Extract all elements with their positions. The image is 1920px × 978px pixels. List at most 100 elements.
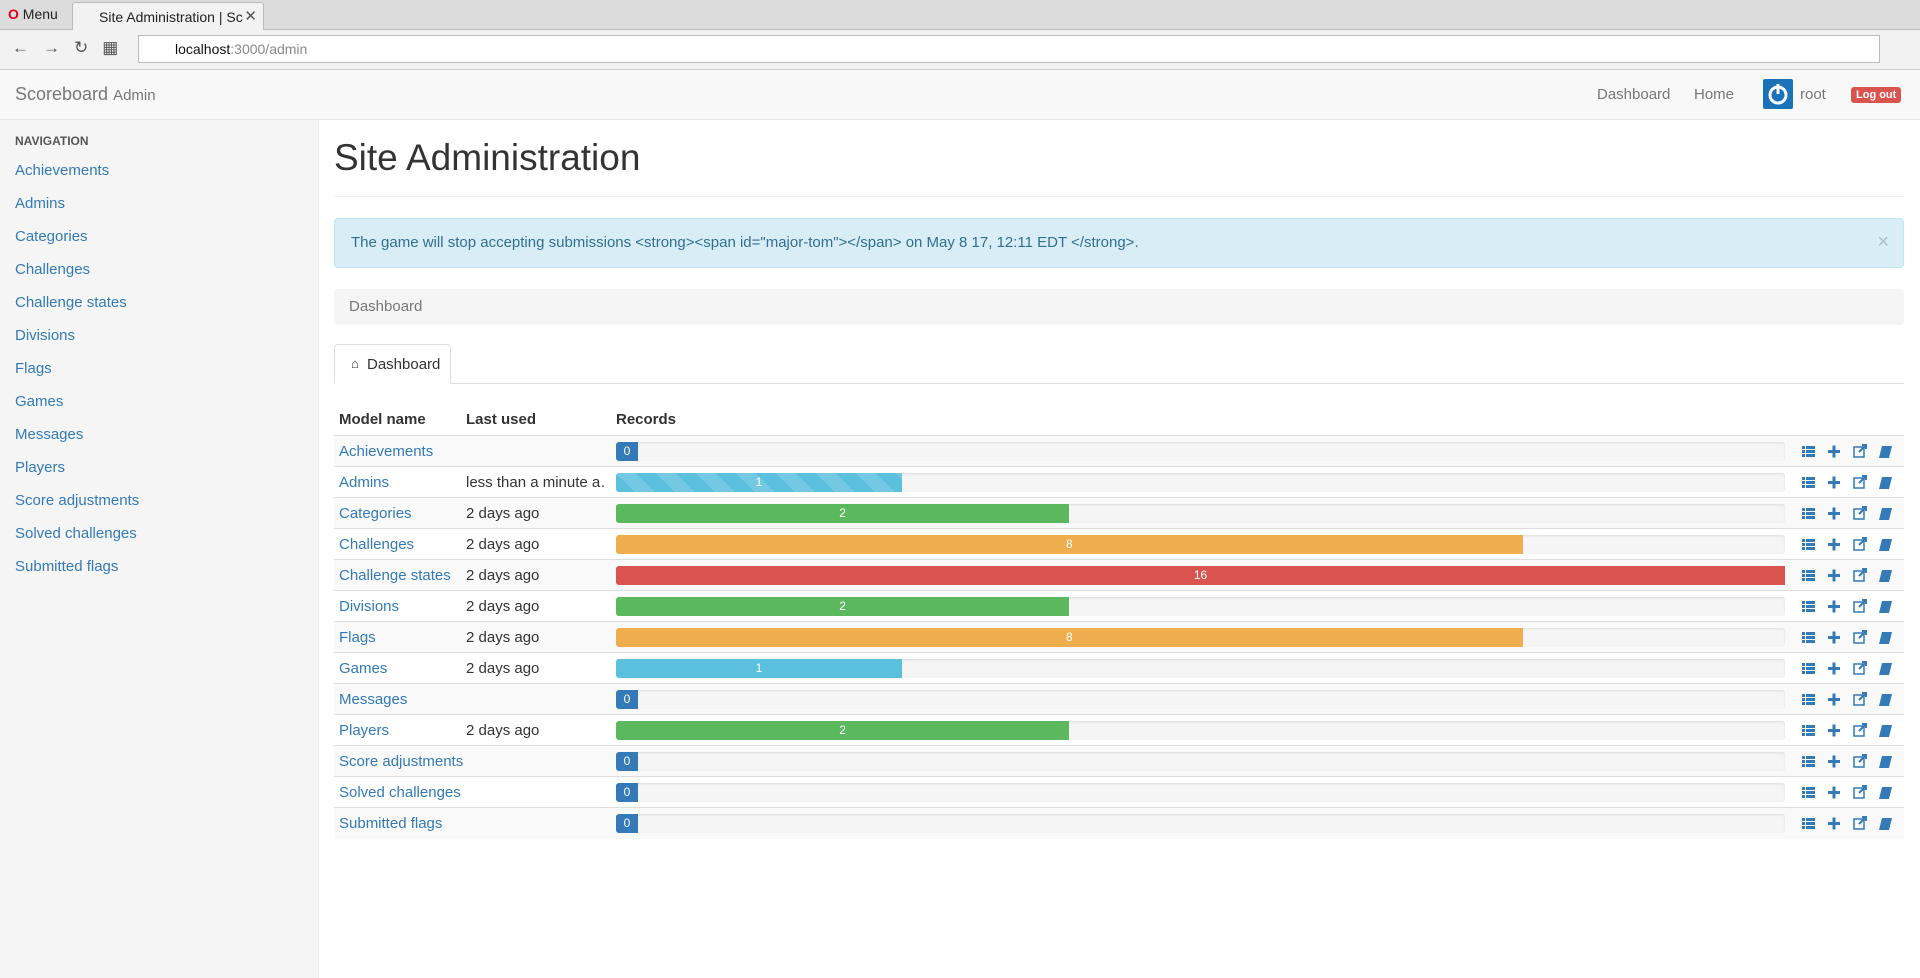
nav-buttons[interactable]: ←→↻▦ [12, 38, 133, 57]
table-row: Submitted flags 0 [334, 807, 1904, 839]
records-track: 2 [616, 597, 1785, 616]
table-row: Categories 2 days ago 2 [334, 497, 1904, 529]
model-link[interactable]: Achievements [339, 443, 434, 460]
nav-link[interactable]: Dashboard [1597, 86, 1671, 103]
model-link[interactable]: Players [339, 722, 390, 739]
records-track: 2 [616, 721, 1785, 740]
records-track: 16 [616, 566, 1785, 585]
model-link[interactable]: Flags [339, 629, 376, 646]
table-row: Messages 0 [334, 683, 1904, 715]
row-actions[interactable] [1798, 752, 1898, 772]
user-name[interactable]: root [1800, 86, 1826, 103]
records-track: 0 [616, 783, 1785, 802]
records-track: 0 [616, 814, 1785, 833]
url-field[interactable]: localhost:3000/admin [138, 35, 1880, 63]
sidebar-link[interactable]: Players [15, 459, 66, 476]
table-row: Challenge states 2 days ago 16 [334, 559, 1904, 591]
records-bar: 2 [616, 597, 1070, 616]
last-used: less than a minute a… [466, 474, 606, 491]
table-row: Achievements 0 [334, 435, 1904, 467]
sidebar-link[interactable]: Submitted flags [15, 558, 119, 575]
sidebar-link[interactable]: Solved challenges [15, 525, 137, 542]
sidebar-link[interactable]: Admins [15, 195, 66, 212]
tab[interactable]: Site Administration | Sc ✕ [72, 2, 264, 30]
page-title: Site Administration [334, 137, 641, 178]
sidebar-link[interactable]: Achievements [15, 162, 110, 179]
tab-label: Dashboard [367, 356, 441, 373]
row-actions[interactable] [1798, 721, 1898, 741]
records-bar: 1 [616, 473, 902, 492]
model-link[interactable]: Challenge states [339, 567, 451, 584]
alert-text: The game will stop accepting submissions… [351, 234, 1139, 251]
table-row: Score adjustments 0 [334, 745, 1904, 777]
menu-button[interactable]: O Menu [8, 6, 58, 22]
breadcrumb-item: Dashboard [349, 298, 423, 315]
row-actions[interactable] [1798, 566, 1898, 586]
row-actions[interactable] [1798, 628, 1898, 648]
records-bar: 0 [616, 442, 638, 461]
last-used: 2 days ago [466, 722, 540, 739]
last-used: 2 days ago [466, 567, 540, 584]
model-link[interactable]: Submitted flags [339, 815, 443, 832]
records-bar: 16 [616, 566, 1785, 585]
table-row: Admins less than a minute a… 1 [334, 466, 1904, 498]
table-row: Games 2 days ago 1 [334, 652, 1904, 684]
last-used: 2 days ago [466, 660, 540, 677]
menu-label: Menu [22, 6, 58, 22]
sidebar-link[interactable]: Challenges [15, 261, 91, 278]
column-header: Records [616, 411, 677, 428]
brand[interactable]: Scoreboard Admin [15, 84, 156, 105]
sidebar-link[interactable]: Messages [15, 426, 84, 443]
row-actions[interactable] [1798, 442, 1898, 462]
row-actions[interactable] [1798, 504, 1898, 524]
model-link[interactable]: Messages [339, 691, 408, 708]
nav-link[interactable]: Home [1694, 86, 1735, 103]
navbar [0, 70, 1920, 120]
records-track: 0 [616, 690, 1785, 709]
records-bar: 1 [616, 659, 902, 678]
logout-button[interactable]: Log out [1851, 87, 1902, 103]
records-track: 8 [616, 535, 1785, 554]
model-link[interactable]: Categories [339, 505, 412, 522]
url-path: :3000/admin [230, 41, 308, 57]
model-link[interactable]: Admins [339, 474, 390, 491]
model-link[interactable]: Solved challenges [339, 784, 461, 801]
sidebar-link[interactable]: Games [15, 393, 64, 410]
alert: The game will stop accepting submissions… [334, 218, 1904, 268]
brand-sub: Admin [113, 87, 156, 104]
model-link[interactable]: Games [339, 660, 388, 677]
last-used: 2 days ago [466, 598, 540, 615]
row-actions[interactable] [1798, 473, 1898, 493]
table-row: Challenges 2 days ago 8 [334, 528, 1904, 560]
row-actions[interactable] [1798, 535, 1898, 555]
row-actions[interactable] [1798, 783, 1898, 803]
sidebar-link[interactable]: Divisions [15, 327, 76, 344]
alert-close[interactable]: × [1877, 231, 1889, 253]
model-link[interactable]: Challenges [339, 536, 415, 553]
last-used: 2 days ago [466, 629, 540, 646]
column-header: Model name [339, 411, 426, 428]
sidebar-heading: NAVIGATION [15, 134, 89, 148]
sidebar [0, 120, 319, 978]
brand-text: Scoreboard [15, 84, 109, 104]
column-header: Last used [466, 411, 537, 428]
model-link[interactable]: Divisions [339, 598, 400, 615]
table-row: Players 2 days ago 2 [334, 714, 1904, 746]
records-bar: 0 [616, 690, 638, 709]
model-link[interactable]: Score adjustments [339, 753, 464, 770]
records-track: 1 [616, 473, 1785, 492]
tab-active[interactable]: ⌂ Dashboard [334, 344, 451, 384]
row-actions[interactable] [1798, 659, 1898, 679]
records-track: 0 [616, 752, 1785, 771]
table-row: Flags 2 days ago 8 [334, 621, 1904, 653]
sidebar-link[interactable]: Challenge states [15, 294, 127, 311]
records-bar: 0 [616, 752, 638, 771]
row-actions[interactable] [1798, 814, 1898, 834]
sidebar-link[interactable]: Flags [15, 360, 52, 377]
row-actions[interactable] [1798, 597, 1898, 617]
sidebar-link[interactable]: Score adjustments [15, 492, 140, 509]
row-actions[interactable] [1798, 690, 1898, 710]
records-track: 1 [616, 659, 1785, 678]
sidebar-link[interactable]: Categories [15, 228, 88, 245]
